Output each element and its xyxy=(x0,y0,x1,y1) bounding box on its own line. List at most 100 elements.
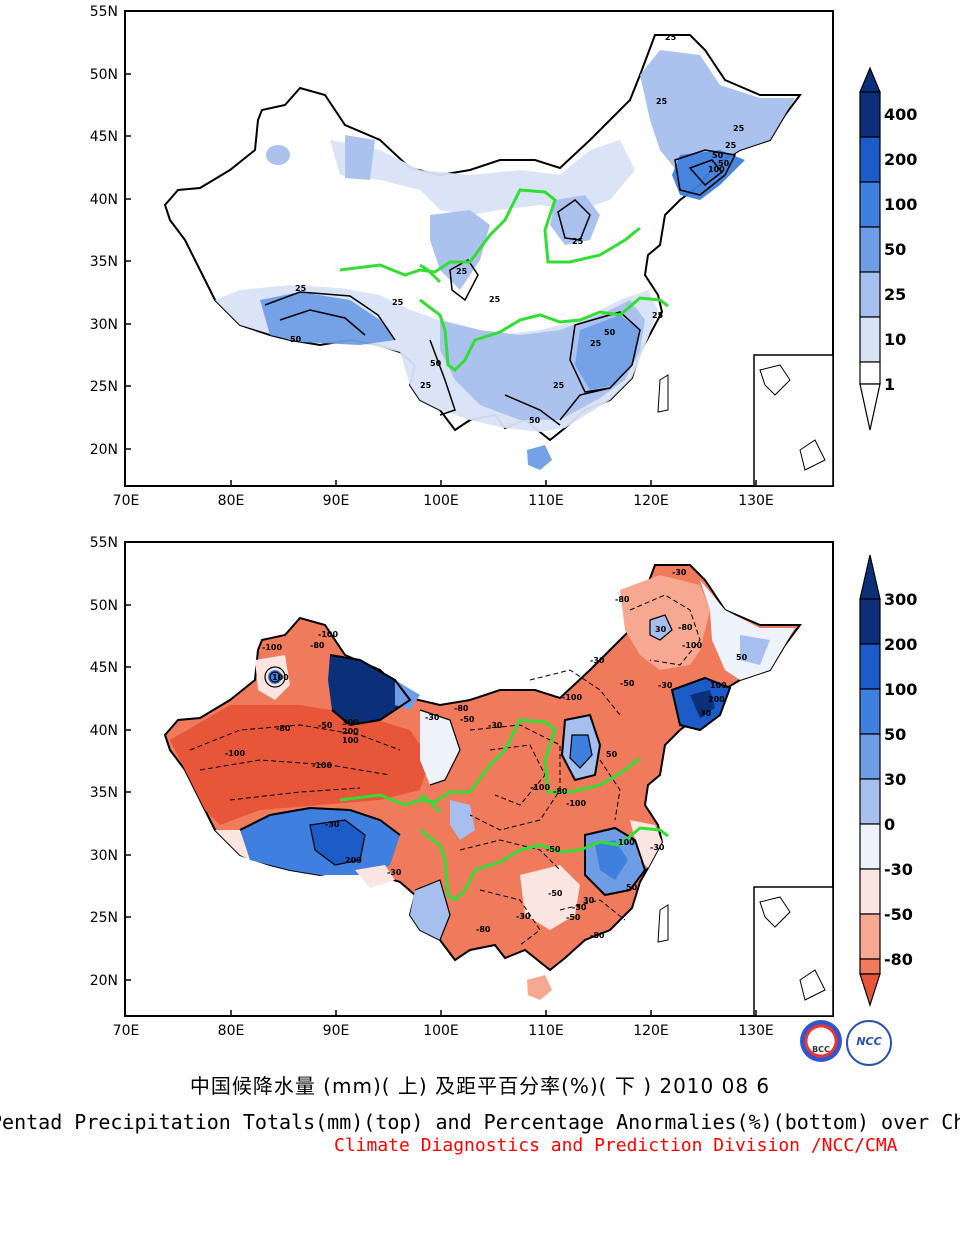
ncc-logo-text: NCC xyxy=(856,1035,882,1048)
credit-caption: Climate Diagnostics and Prediction Divis… xyxy=(334,1135,898,1156)
contour-label: 30 xyxy=(583,896,595,905)
bcc-logo: BCC xyxy=(800,1020,842,1062)
contour-label: -80 xyxy=(590,931,605,940)
lon-tick-label: 80E xyxy=(218,1023,245,1039)
contour-labels-top: 25 25 25 50 100 50 25 25 25 25 50 25 25 … xyxy=(290,33,745,425)
lon-axis-top: 70E 80E 90E 100E 110E 120E 130E xyxy=(113,493,774,509)
contour-label: 50 xyxy=(430,359,442,368)
contour-label: 25 xyxy=(392,298,404,307)
lat-tick-label: 25N xyxy=(90,910,118,926)
colorbar-top-labels: 400 200 100 50 25 10 1 xyxy=(884,105,917,394)
lat-tick-label: 55N xyxy=(90,535,118,551)
contour-label: 50 xyxy=(604,328,616,337)
lat-tick-label: 45N xyxy=(90,129,118,145)
contour-label: -80 xyxy=(615,595,630,604)
contour-label: -100 xyxy=(312,761,332,770)
contour-label: -30 xyxy=(325,820,340,829)
contour-label: -80 xyxy=(553,787,568,796)
contour-label: 100 xyxy=(272,673,289,682)
contour-label: -30 xyxy=(572,903,587,912)
contour-label: -100 xyxy=(562,693,582,702)
lat-tick-label: 40N xyxy=(90,723,118,739)
contour-label: -50 xyxy=(620,679,635,688)
contour-label: 25 xyxy=(665,33,677,42)
colorbar-label: 300 xyxy=(884,590,917,609)
contour-label: -100 xyxy=(682,641,702,650)
lon-tick-label: 80E xyxy=(218,493,245,509)
contour-label: 30 xyxy=(655,625,667,634)
colorbar-label: 100 xyxy=(884,680,917,699)
shade-central-25 xyxy=(430,210,490,290)
contour-label: 50 xyxy=(290,335,302,344)
precip-totals-map: 25 25 25 50 100 50 25 25 25 25 50 25 25 … xyxy=(0,0,960,525)
contour-label: 200 xyxy=(345,856,362,865)
lon-tick-label: 70E xyxy=(113,493,140,509)
contour-label: -30 xyxy=(387,868,402,877)
colorbar-top xyxy=(859,66,881,431)
contour-label: 50 xyxy=(606,750,618,759)
contour-label: -30 xyxy=(488,721,503,730)
lon-axis-bottom: 70E 80E 90E 100E 110E 120E 130E xyxy=(113,1023,774,1039)
contour-label: 25 xyxy=(652,311,664,320)
contour-label: 25 xyxy=(725,141,737,150)
lat-tick-label: 35N xyxy=(90,254,118,270)
lat-tick-label: 20N xyxy=(90,973,118,989)
colorbar-label: 400 xyxy=(884,105,917,124)
lon-tick-label: 90E xyxy=(323,493,350,509)
colorbar-label: 50 xyxy=(884,725,906,744)
contours-negative xyxy=(189,594,701,946)
chinese-caption: 中国候降水量 (mm)( 上) 及距平百分率(%)( 下 ) 2010 08 6 xyxy=(189,1074,771,1098)
lat-tick-label: 35N xyxy=(90,785,118,801)
contour-label: 200 xyxy=(342,727,359,736)
shade-north-25 xyxy=(550,195,600,245)
contour-label: 25 xyxy=(590,339,602,348)
colorbar-label: -50 xyxy=(884,905,913,924)
lat-tick-label: 30N xyxy=(90,848,118,864)
contour-label: 100 xyxy=(708,165,725,174)
lon-tick-label: 70E xyxy=(113,1023,140,1039)
lat-tick-label: 55N xyxy=(90,4,118,20)
contour-label: 25 xyxy=(572,237,584,246)
contour-label: 50 xyxy=(529,416,541,425)
colorbar-bottom xyxy=(859,554,881,1007)
ncc-logo: NCC xyxy=(846,1020,892,1066)
colorbar-label: 1 xyxy=(884,375,895,394)
contour-label: 100 xyxy=(618,838,635,847)
colorbar-bottom-labels: 300 200 100 50 30 0 -30 -50 -80 xyxy=(884,590,917,969)
rivers xyxy=(339,188,669,372)
contour-label: -50 xyxy=(318,721,333,730)
lon-tick-label: 110E xyxy=(528,493,564,509)
colorbar-label: 50 xyxy=(884,240,906,259)
lon-tick-label: 100E xyxy=(423,493,459,509)
contour-label: -30 xyxy=(672,568,687,577)
rivers xyxy=(339,718,669,902)
contour-label: -100 xyxy=(318,630,338,639)
contour-label: 200 xyxy=(708,695,725,704)
shade-northeast-high xyxy=(672,150,745,200)
lon-tick-label: 130E xyxy=(738,493,774,509)
contour-label: -80 xyxy=(276,724,291,733)
english-caption: Pentad Precipitation Totals(mm)(top) and… xyxy=(0,1110,960,1134)
colorbar-label: 200 xyxy=(884,150,917,169)
shade-mongolia-strip xyxy=(330,140,635,215)
contour-label: -80 xyxy=(476,925,491,934)
shade-hainan xyxy=(527,445,552,470)
lon-tick-label: 130E xyxy=(738,1023,774,1039)
lon-tick-label: 120E xyxy=(633,1023,669,1039)
contour-label: -30 xyxy=(590,656,605,665)
contour-label: -30 xyxy=(425,713,440,722)
anomaly-shading xyxy=(170,575,795,1000)
lon-tick-label: 90E xyxy=(323,1023,350,1039)
shade-northeast xyxy=(640,50,795,180)
contour-label: -100 xyxy=(262,643,282,652)
contour-label: 30 xyxy=(700,709,712,718)
colorbar-label: 200 xyxy=(884,635,917,654)
contour-label: 25 xyxy=(553,381,565,390)
contour-label: 50 xyxy=(736,653,748,662)
contours-bottom xyxy=(239,614,732,941)
shade-patch-west xyxy=(345,135,375,180)
lat-axis-bottom: 55N 50N 45N 40N 35N 30N 25N 20N xyxy=(90,535,118,989)
contour-label: 50 xyxy=(626,883,638,892)
contour-label: -50 xyxy=(548,889,563,898)
lon-tick-label: 110E xyxy=(528,1023,564,1039)
